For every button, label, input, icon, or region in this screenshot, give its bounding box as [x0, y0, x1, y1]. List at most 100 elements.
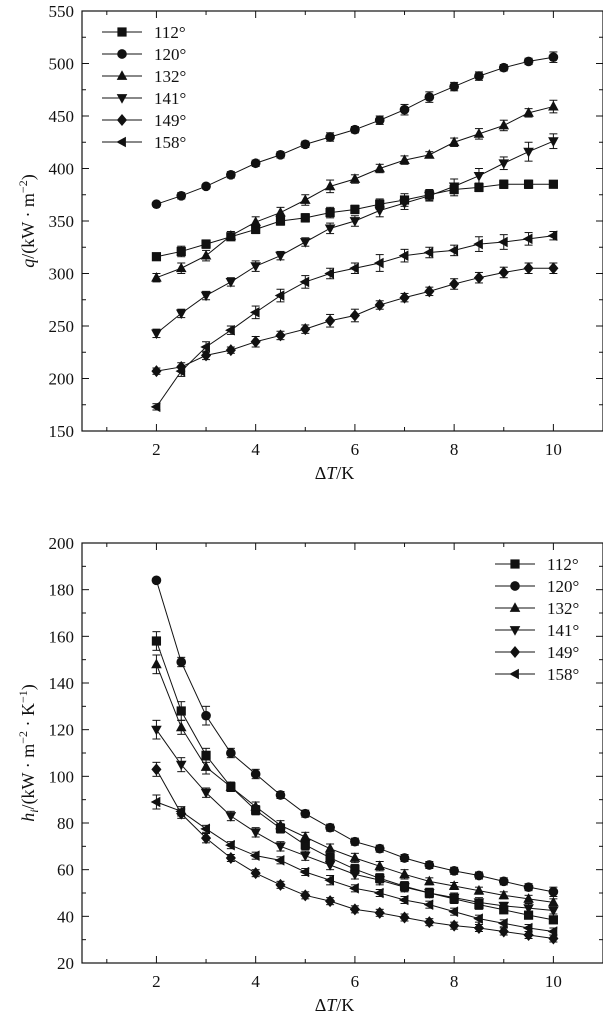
- data-point: [226, 169, 236, 180]
- series-line: [156, 140, 554, 334]
- data-point: [448, 182, 460, 193]
- data-point: [201, 181, 211, 192]
- x-tick-label: 8: [450, 440, 459, 459]
- data-point: [349, 173, 361, 183]
- data-point: [498, 266, 509, 279]
- x-axis-ticks: [106, 11, 603, 431]
- data-point: [423, 899, 434, 910]
- data-point: [449, 278, 460, 290]
- data-point: [226, 748, 236, 758]
- data-point: [374, 299, 385, 311]
- data-point: [423, 247, 434, 258]
- data-point: [498, 925, 509, 938]
- data-point: [523, 179, 534, 189]
- data-point: [250, 769, 261, 779]
- x-tick-label: 8: [450, 972, 459, 991]
- data-point: [275, 878, 286, 891]
- series-triangle-left: [150, 230, 558, 413]
- data-point: [374, 206, 386, 217]
- y-tick-label: 500: [49, 55, 75, 74]
- data-point: [448, 880, 460, 890]
- legend-label: 141°: [154, 89, 186, 108]
- data-point: [200, 823, 210, 835]
- series-triangle-left: [150, 794, 558, 937]
- data-point: [522, 922, 533, 934]
- data-point: [251, 224, 261, 234]
- x-tick-label: 10: [545, 972, 562, 991]
- data-point: [175, 365, 186, 377]
- series-triangle-down: [151, 719, 559, 917]
- data-point: [547, 230, 558, 241]
- legend-marker: [510, 581, 520, 591]
- x-tick-label: 6: [351, 440, 360, 459]
- data-point: [299, 831, 311, 841]
- y-tick-label: 160: [49, 627, 75, 646]
- y-axis-title: hi/(kW · m−2 · K−1): [16, 684, 41, 822]
- y-tick-label: 550: [49, 2, 75, 21]
- data-point: [250, 800, 261, 811]
- x-axis-ticks: [106, 543, 603, 963]
- data-point: [201, 239, 211, 249]
- data-point: [349, 217, 361, 227]
- data-point: [176, 246, 186, 257]
- legend-marker: [117, 49, 127, 59]
- data-point: [498, 876, 509, 887]
- y-tick-label: 20: [57, 954, 74, 973]
- data-point: [200, 832, 212, 845]
- data-point: [498, 159, 510, 169]
- data-point: [151, 365, 162, 378]
- data-point: [548, 137, 559, 147]
- data-point: [151, 725, 162, 736]
- data-point: [150, 796, 161, 808]
- data-point: [399, 291, 410, 304]
- data-point: [201, 750, 211, 760]
- legend: 112° 120° 132° 141° 149° 158°: [102, 23, 186, 152]
- data-point: [473, 128, 485, 138]
- data-point: [473, 913, 483, 924]
- data-point: [151, 763, 162, 776]
- data-point: [349, 852, 361, 862]
- data-point: [548, 915, 558, 925]
- data-point: [325, 822, 335, 833]
- y-tick-label: 140: [49, 674, 75, 693]
- data-point: [349, 309, 360, 322]
- x-tick-label: 2: [152, 972, 161, 991]
- x-tick-label: 2: [152, 440, 161, 459]
- data-point: [151, 636, 162, 646]
- data-point: [548, 179, 558, 189]
- label-part: T: [326, 463, 338, 483]
- label-part: ): [18, 174, 39, 180]
- y-tick-label: 450: [49, 107, 75, 126]
- data-point: [374, 906, 385, 919]
- label-part: /(kW · m: [18, 744, 39, 810]
- data-point: [274, 855, 285, 866]
- data-point: [523, 262, 534, 275]
- data-point: [325, 208, 335, 218]
- x-axis-title: ΔT/K: [315, 463, 355, 483]
- data-point: [374, 115, 385, 126]
- data-point: [225, 229, 237, 240]
- data-point: [399, 911, 410, 924]
- label-part: /(kW · m: [18, 193, 39, 259]
- data-point: [523, 882, 534, 892]
- data-point: [349, 883, 359, 894]
- x-tick-label: 10: [545, 440, 562, 459]
- y-tick-label: 100: [49, 767, 75, 786]
- label-part: /K: [336, 463, 354, 483]
- legend-marker: [509, 602, 521, 612]
- data-point: [547, 926, 558, 937]
- x-axis-title: ΔT/K: [315, 995, 355, 1015]
- legend-marker: [116, 114, 128, 126]
- data-point: [299, 851, 311, 862]
- data-point: [374, 162, 386, 173]
- y-tick-label: 150: [49, 422, 75, 441]
- label-part: −2: [16, 731, 30, 744]
- y-tick-label: 180: [49, 581, 75, 600]
- data-point: [151, 271, 162, 282]
- data-point: [275, 150, 286, 160]
- data-point: [175, 760, 187, 771]
- data-point: [300, 139, 311, 150]
- data-point: [250, 262, 261, 272]
- data-point: [225, 344, 236, 357]
